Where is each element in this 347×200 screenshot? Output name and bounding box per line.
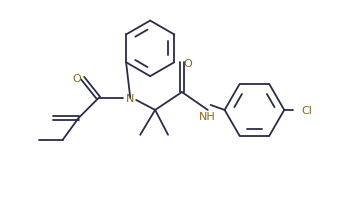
Text: N: N (126, 93, 135, 103)
Text: O: O (183, 59, 192, 69)
Text: NH: NH (198, 112, 215, 122)
Text: O: O (73, 73, 82, 83)
Text: Cl: Cl (301, 105, 312, 115)
